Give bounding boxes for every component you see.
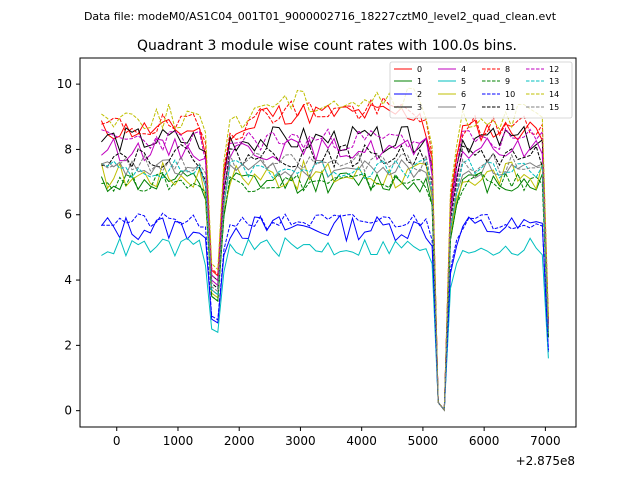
series-line-1 <box>100 169 549 412</box>
x-axis: 0 1000 2000 3000 4000 5000 6000 7000 <box>113 427 561 448</box>
legend-label-12: 12 <box>549 65 559 74</box>
series-line-6 <box>100 158 549 412</box>
legend-label-6: 6 <box>461 90 466 99</box>
legend-label-1: 1 <box>417 77 422 86</box>
y-tick-label: 0 <box>64 404 72 418</box>
series-line-15 <box>101 152 549 412</box>
legend-label-2: 2 <box>417 90 422 99</box>
series-line-0 <box>100 103 549 412</box>
legend-label-11: 11 <box>505 103 515 112</box>
series-line-8 <box>101 96 549 412</box>
legend-label-13: 13 <box>549 77 559 86</box>
x-tick-label: 1000 <box>163 434 194 448</box>
y-tick-label: 2 <box>64 338 72 352</box>
series-line-2 <box>101 214 549 412</box>
y-tick-label: 4 <box>64 273 72 287</box>
x-tick-label: 0 <box>113 434 121 448</box>
legend-label-4: 4 <box>461 65 466 74</box>
series-line-5 <box>101 236 549 412</box>
y-tick-label: 8 <box>64 142 72 156</box>
series-line-11 <box>101 143 549 412</box>
legend-label-10: 10 <box>505 90 515 99</box>
x-tick-label: 2000 <box>224 434 255 448</box>
legend-label-8: 8 <box>505 65 510 74</box>
legend-box <box>389 61 573 119</box>
series-layer <box>100 87 549 412</box>
x-tick-label: 5000 <box>408 434 439 448</box>
legend-label-3: 3 <box>417 103 422 112</box>
legend-label-9: 9 <box>505 77 510 86</box>
y-tick-label: 6 <box>64 208 72 222</box>
series-line-4 <box>101 137 549 412</box>
series-line-13 <box>101 158 549 412</box>
x-tick-label: 3000 <box>285 434 316 448</box>
series-line-10 <box>101 212 549 412</box>
legend-label-7: 7 <box>461 103 466 112</box>
x-tick-label: 7000 <box>530 434 561 448</box>
x-tick-label: 4000 <box>346 434 377 448</box>
legend-label-0: 0 <box>417 65 422 74</box>
chart-suptitle: Data file: modeM0/AS1C04_001T01_90000027… <box>84 10 557 23</box>
series-line-12 <box>101 127 549 412</box>
legend-label-14: 14 <box>549 90 559 99</box>
legend-label-15: 15 <box>549 103 559 112</box>
x-tick-label: 6000 <box>469 434 500 448</box>
legend-label-5: 5 <box>461 77 466 86</box>
y-tick-label: 10 <box>57 77 72 91</box>
chart-title: Quadrant 3 module wise count rates with … <box>137 38 517 54</box>
plot-frame <box>79 57 577 428</box>
series-line-7 <box>101 158 549 412</box>
series-line-14 <box>101 87 549 412</box>
y-axis: 0 2 4 6 8 10 <box>57 77 80 418</box>
x-offset-label: +2.875e8 <box>516 454 575 468</box>
series-line-9 <box>101 171 549 412</box>
